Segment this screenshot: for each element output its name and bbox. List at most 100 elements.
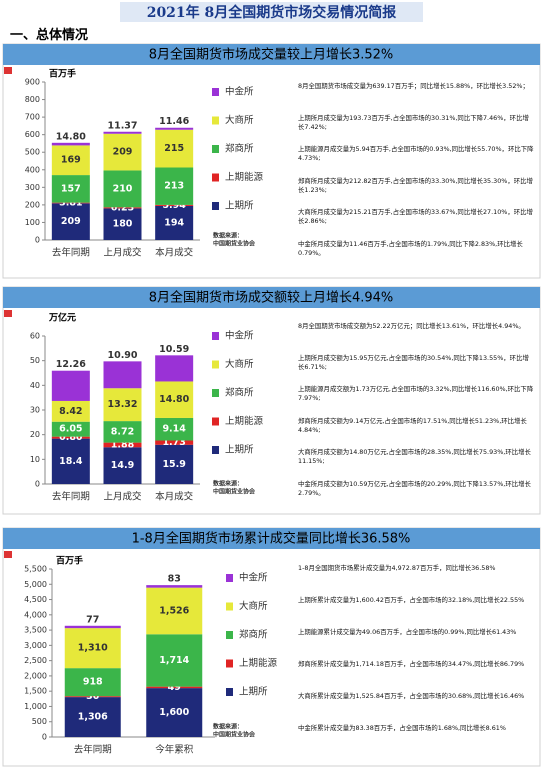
note: 上期所月成交额为15.95万亿元,占全国市场的30.54%,同比下降13.55%…	[298, 353, 529, 371]
panel	[2, 43, 541, 279]
x-tick-label: 上月成交	[103, 247, 142, 259]
value-label: 10.90	[107, 350, 137, 361]
value-label: 8.72	[111, 426, 134, 437]
legend-swatch	[212, 145, 219, 153]
value-label: 15.9	[162, 459, 185, 470]
legend-label: 大商所	[225, 114, 254, 126]
y-tick-label: 10	[30, 455, 40, 464]
value-label: 918	[83, 677, 103, 688]
bar-segment	[155, 167, 194, 205]
bar-segment	[103, 361, 142, 389]
bar-segment	[51, 175, 90, 203]
value-label: 194	[164, 217, 184, 228]
value-label: 5.94	[162, 200, 186, 211]
value-label: 6.23	[111, 202, 134, 213]
value-label: 210	[113, 183, 133, 194]
y-tick-label: 30	[30, 406, 40, 415]
y-tick-label: 5,000	[24, 580, 47, 589]
x-tick-label: 去年同期	[74, 744, 112, 756]
x-tick-label: 本月成交	[155, 491, 194, 503]
bar-segment	[146, 587, 203, 635]
legend-label: 中金所	[239, 572, 268, 584]
legend-swatch	[226, 688, 233, 696]
bar-segment	[155, 381, 194, 418]
legend-label: 中金所	[225, 86, 254, 98]
note: 1-8月全国期货市场累计成交量为4,972.87百万手，同比增长36.58%	[298, 564, 496, 572]
y-tick-label: 2,000	[24, 671, 47, 680]
legend-swatch	[212, 116, 219, 125]
legend-label: 上期能源	[239, 657, 278, 669]
legend-swatch	[212, 417, 219, 426]
bar-segment	[51, 203, 90, 240]
bar-segment	[146, 634, 203, 687]
note: 8月全国期货市场成交额为52.22万亿元；同比增长13.61%，环比增长4.94…	[298, 322, 525, 330]
panel-title: 8月全国期货市场成交额较上月增长4.94%	[149, 290, 394, 306]
source: 中国期货业协会	[213, 488, 256, 496]
bar-segment	[64, 625, 121, 629]
panel-title-bar	[3, 528, 540, 549]
bar-segment	[51, 145, 90, 176]
note: 中金所月成交量为11.46百万手,占全国市场的1.79%,同比下降2.83%,环…	[298, 239, 523, 257]
value-label: 11.37	[107, 120, 137, 131]
bar-segment	[51, 400, 90, 422]
y-tick-label: 60	[30, 332, 40, 341]
y-tick-label: 0	[35, 480, 40, 489]
y-tick-label: 700	[25, 113, 40, 122]
x-tick-label: 去年同期	[52, 247, 90, 259]
note: 大商所累计成交量为1,525.84百万手，占全国市场的30.68%,同比增长16…	[298, 692, 525, 700]
legend-swatch	[212, 173, 219, 182]
y-tick-label: 5,500	[24, 565, 47, 574]
x-tick-label: 今年累积	[155, 744, 194, 756]
unit-label: 百万手	[56, 555, 83, 567]
bar-segment	[64, 628, 121, 669]
value-label: 83	[168, 574, 181, 585]
value-label: 14.80	[56, 131, 86, 142]
bar-segment	[146, 585, 203, 588]
panel-title: 8月全国期货市场成交量较上月增长3.52%	[149, 47, 394, 63]
y-tick-label: 400	[25, 165, 40, 174]
legend-label: 大商所	[239, 600, 268, 612]
legend-label: 上期所	[225, 445, 254, 456]
legend-label: 中金所	[225, 330, 254, 342]
y-tick-label: 4,500	[24, 595, 47, 604]
value-label: 11.46	[159, 116, 189, 127]
value-label: 213	[164, 181, 184, 192]
bar-segment	[51, 438, 90, 484]
note: 大商所月成交量为215.21百万手,占全国市场的33.67%,同比增长27.10…	[298, 208, 533, 226]
y-tick-label: 40	[30, 381, 40, 390]
source: 中国期货业协会	[213, 731, 256, 739]
note: 郑商所累计成交量为1,714.18百万手，占全国市场的34.47%,同比增长86…	[298, 660, 525, 668]
note: 8月全国期货市场成交量为639.17百万手；同比增长15.88%，环比增长3.5…	[298, 82, 529, 90]
value-label: 1,600	[159, 707, 189, 718]
legend-label: 郑商所	[225, 387, 254, 399]
panel-title: 1-8月全国期货市场累计成交量同比增长36.58%	[132, 531, 411, 547]
bar-segment	[51, 202, 90, 204]
bar-segment	[103, 421, 142, 443]
legend-swatch	[212, 88, 219, 96]
y-tick-label: 900	[25, 78, 40, 87]
note: 上期能源累计成交量为49.06百万手，占全国市场的0.99%,同比增长61.43…	[298, 628, 517, 636]
bar-segment	[155, 127, 194, 130]
legend-swatch	[226, 574, 233, 582]
bar-segment	[103, 207, 142, 209]
y-tick-label: 100	[25, 218, 40, 227]
note: 上期所月成交量为193.73百万手,占全国市场的30.31%,同比下降7.46%…	[298, 113, 529, 131]
bar-segment	[64, 696, 121, 698]
y-tick-label: 500	[32, 717, 47, 726]
y-tick-label: 1,000	[24, 702, 47, 711]
legend-label: 郑商所	[225, 143, 254, 155]
x-tick-label: 去年同期	[52, 491, 90, 503]
logo	[4, 67, 12, 74]
legend-label: 上期能源	[225, 415, 264, 427]
panel	[2, 286, 541, 515]
legend-label: 上期能源	[225, 171, 264, 183]
x-tick-label: 本月成交	[155, 247, 194, 259]
bar-segment	[146, 686, 203, 689]
note: 郑商所月成交量为212.82百万手,占全国市场的33.30%,同比增长35.30…	[298, 176, 533, 194]
y-tick-label: 50	[30, 356, 40, 365]
bar-segment	[155, 444, 194, 484]
bar-segment	[51, 436, 90, 439]
bar-segment	[155, 129, 194, 168]
y-tick-label: 800	[25, 95, 40, 104]
